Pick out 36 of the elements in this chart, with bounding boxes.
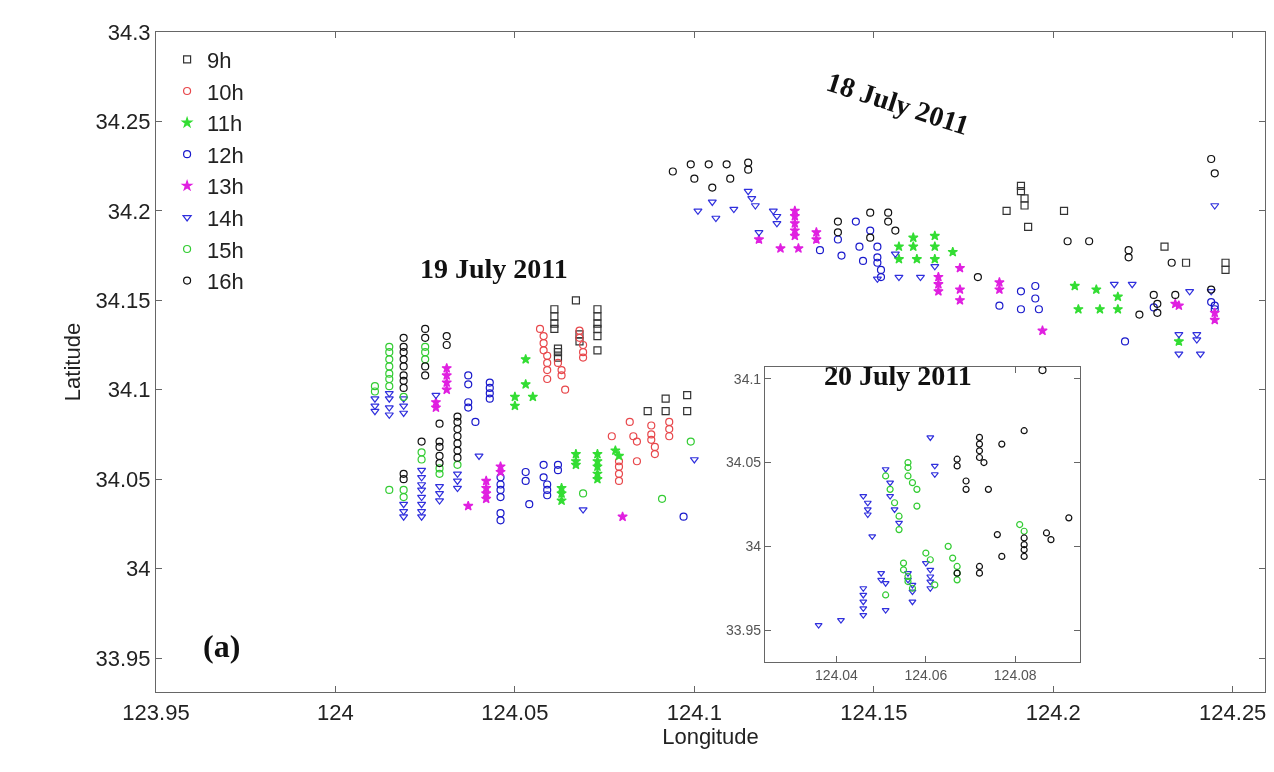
y-tick-label: 33.95 xyxy=(726,622,762,639)
legend-label: 11h xyxy=(207,111,243,137)
y-tick-label: 34 xyxy=(745,538,762,555)
y-tick-label: 34 xyxy=(126,556,151,582)
annotation: 18 July 2011 xyxy=(822,65,974,142)
legend-label: 9h xyxy=(207,47,232,73)
y-tick-label: 34.2 xyxy=(107,198,151,224)
x-tick-label: 124.06 xyxy=(904,666,948,683)
legend-label: 12h xyxy=(207,142,244,168)
x-tick-label: 123.95 xyxy=(122,699,190,725)
y-tick-label: 34.05 xyxy=(726,454,762,471)
annotation: (a) xyxy=(203,628,241,664)
y-tick-label: 34.05 xyxy=(95,466,151,492)
legend-label: 14h xyxy=(207,205,244,231)
x-tick-label: 124 xyxy=(317,699,354,725)
y-tick-label: 34.3 xyxy=(107,19,151,45)
x-tick-label: 124.08 xyxy=(993,666,1037,683)
y-tick-label: 34.25 xyxy=(95,109,151,135)
x-tick-label: 124.15 xyxy=(840,699,908,725)
legend-label: 15h xyxy=(207,237,244,263)
annotation: 20 July 2011 xyxy=(824,360,972,391)
x-tick-label: 124.25 xyxy=(1199,699,1267,725)
y-tick-label: 33.95 xyxy=(95,645,151,671)
x-tick-label: 124.05 xyxy=(481,699,549,725)
x-tick-label: 124.04 xyxy=(815,666,859,683)
x-tick-label: 124.1 xyxy=(666,699,722,725)
legend-label: 10h xyxy=(207,79,244,105)
y-tick-label: 34.15 xyxy=(95,287,151,313)
legend-label: 16h xyxy=(207,269,244,295)
legend-label: 13h xyxy=(207,174,244,200)
y-tick-label: 34.1 xyxy=(107,377,151,403)
x-axis-title: Longitude xyxy=(662,724,759,750)
y-tick-label: 34.1 xyxy=(733,370,762,387)
x-tick-label: 124.2 xyxy=(1025,699,1081,725)
y-axis-title: Latitude xyxy=(60,322,86,402)
annotation: 19 July 2011 xyxy=(420,253,568,284)
